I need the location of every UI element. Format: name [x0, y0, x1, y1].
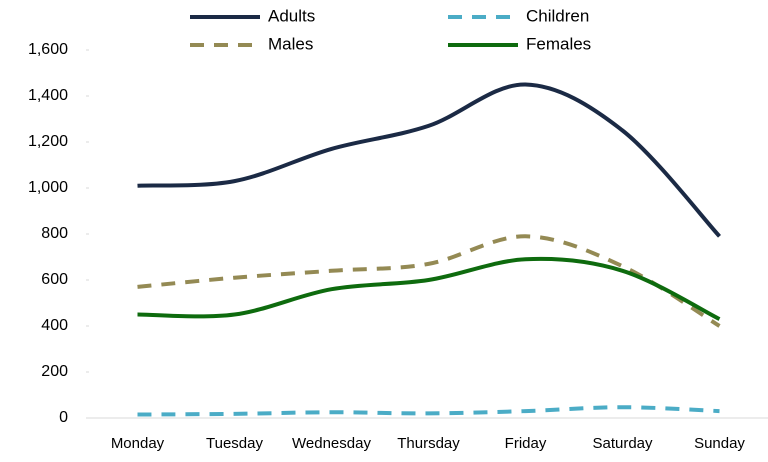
y-tick-label: 200	[41, 363, 68, 380]
y-tick-label: 800	[41, 225, 68, 242]
y-tick-label: 1,200	[28, 133, 68, 150]
x-tick-label: Sunday	[694, 435, 745, 452]
y-tick-label: 600	[41, 271, 68, 288]
series-line	[137, 234, 721, 328]
legend-label: Children	[526, 6, 589, 25]
y-tick-label: 1,400	[28, 87, 68, 104]
x-tick-label: Saturday	[592, 435, 653, 452]
legend-label: Females	[526, 34, 591, 53]
series-line	[137, 82, 721, 238]
legend-label: Adults	[268, 6, 315, 25]
y-tick-label: 0	[59, 409, 68, 426]
x-tick-label: Wednesday	[292, 435, 371, 452]
series-line	[137, 256, 721, 321]
series-line	[137, 405, 720, 417]
y-tick-label: 400	[41, 317, 68, 334]
x-tick-label: Monday	[111, 435, 165, 452]
x-tick-label: Thursday	[397, 435, 460, 452]
x-tick-label: Friday	[505, 435, 547, 452]
y-tick-label: 1,000	[28, 179, 68, 196]
y-tick-label: 1,600	[28, 41, 68, 58]
x-tick-label: Tuesday	[206, 435, 263, 452]
legend-label: Males	[268, 34, 313, 53]
